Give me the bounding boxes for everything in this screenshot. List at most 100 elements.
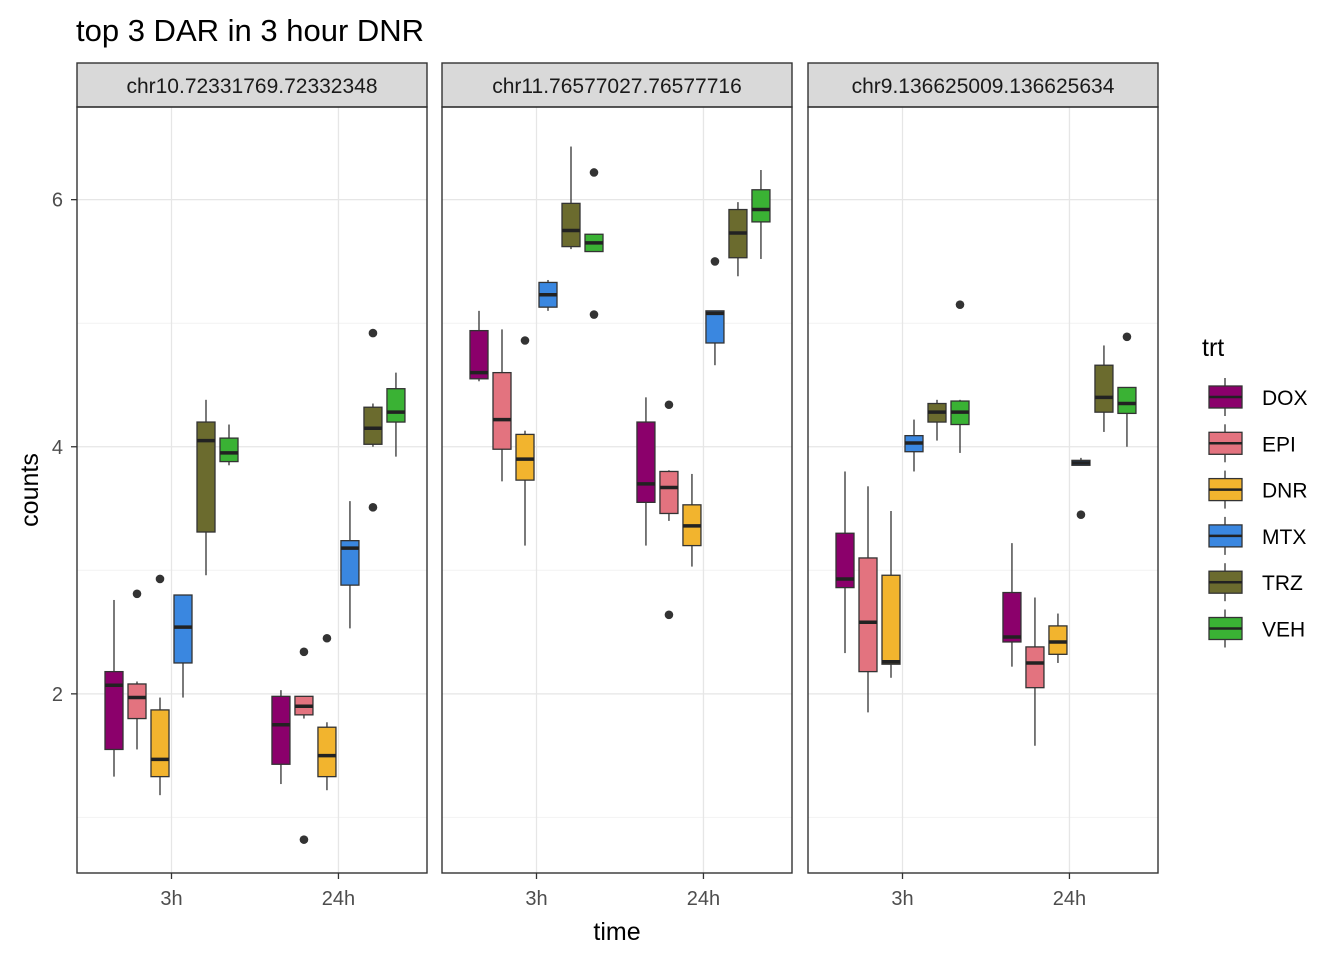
boxplot-dnr: [682, 473, 702, 567]
legend-item-dox: DOX: [1208, 378, 1308, 416]
x-tick-label: 3h: [160, 888, 182, 910]
boxplot-dox: [104, 599, 124, 777]
boxplot-mtx: [1071, 457, 1091, 520]
outlier-point: [155, 574, 165, 584]
outlier-point: [664, 610, 674, 620]
box: [317, 726, 337, 778]
box: [881, 574, 901, 665]
boxplot-dnr: [881, 511, 901, 678]
x-axis-title: time: [593, 918, 640, 946]
chart-title: top 3 DAR in 3 hour DNR: [76, 13, 424, 48]
outlier-point: [1076, 510, 1086, 520]
legend-label: TRZ: [1262, 572, 1303, 595]
x-tick-label: 24h: [322, 888, 355, 910]
legend-item-epi: EPI: [1208, 424, 1296, 463]
boxplot-trz: [728, 202, 748, 277]
outlier-point: [710, 257, 720, 266]
panel-background: [77, 107, 427, 873]
boxplot-dnr: [515, 336, 535, 546]
boxplot-dox: [469, 310, 489, 382]
boxplot-epi: [492, 329, 512, 482]
x-tick-label: 24h: [687, 888, 720, 910]
box: [561, 202, 581, 248]
boxplot-trz: [561, 146, 581, 250]
facet-strip: [76, 62, 428, 108]
boxplot-epi: [659, 400, 679, 620]
legend-title: trt: [1202, 334, 1224, 362]
x-tick-label: 3h: [891, 888, 913, 910]
y-tick-label: 2: [52, 684, 63, 706]
outlier-point: [664, 400, 674, 410]
box: [1002, 591, 1022, 643]
boxplot-trz: [196, 399, 216, 576]
facet-strip-label: chr10.72331769.72332348: [126, 75, 377, 98]
box: [1094, 364, 1114, 413]
outlier-point: [1122, 332, 1132, 342]
facet-panel: chr9.136625009.136625634 3h 24h: [807, 62, 1159, 910]
outlier-point: [368, 502, 378, 512]
box: [173, 594, 193, 664]
y-axis: 2 4 6: [52, 190, 77, 706]
legend-label: DNR: [1262, 480, 1308, 503]
box: [340, 540, 360, 586]
box: [705, 310, 725, 344]
legend-label: VEH: [1262, 619, 1305, 642]
box: [104, 670, 124, 751]
boxplot-mtx: [340, 501, 360, 629]
legend-label: DOX: [1262, 387, 1308, 410]
box: [271, 695, 291, 765]
outlier-point: [520, 336, 530, 345]
boxplot-epi: [294, 647, 314, 844]
box: [219, 437, 239, 463]
facet-panels: chr10.72331769.72332348 3h 24h chr11.765770…: [76, 62, 1159, 910]
outlier-point: [299, 647, 309, 657]
box: [127, 683, 147, 720]
panel-border: [441, 106, 793, 874]
boxplot-dox: [636, 397, 656, 546]
legend: trt DOX EPI DNR MTX TRZ VEH: [1202, 334, 1308, 648]
legend-item-veh: VEH: [1208, 609, 1305, 648]
facet-panel: chr10.72331769.72332348 3h 24h: [76, 62, 428, 910]
boxplot-veh: [950, 300, 970, 453]
outlier-point: [955, 300, 965, 309]
boxplot-mtx: [904, 419, 924, 472]
boxplot-dox: [835, 471, 855, 654]
box: [1048, 625, 1068, 655]
outlier-point: [322, 633, 332, 643]
box: [363, 406, 383, 445]
y-axis-title: counts: [16, 453, 44, 527]
box: [1117, 386, 1137, 415]
box: [150, 709, 170, 778]
facet-strip-label: chr9.136625009.136625634: [852, 75, 1115, 98]
box: [386, 388, 406, 423]
box: [636, 421, 656, 504]
boxplot-dnr: [317, 633, 337, 791]
boxplot-epi: [127, 589, 147, 750]
boxplot-veh: [751, 170, 771, 259]
box: [751, 189, 771, 223]
panel-border: [76, 106, 428, 874]
panel-background: [808, 107, 1158, 873]
boxplot-mtx: [538, 279, 558, 311]
box: [858, 557, 878, 673]
boxplot-veh: [584, 168, 604, 319]
boxplot-dox: [271, 690, 291, 785]
legend-label: MTX: [1262, 526, 1306, 549]
box: [492, 371, 512, 450]
outlier-point: [589, 168, 599, 177]
legend-label: EPI: [1262, 433, 1296, 456]
boxplot-trz: [363, 328, 383, 512]
box: [469, 329, 489, 380]
outlier-point: [132, 589, 142, 599]
y-tick-label: 4: [52, 437, 63, 459]
facet-strip: [441, 62, 793, 108]
box: [196, 421, 216, 533]
outlier-point: [368, 328, 378, 338]
facet-strip: [807, 62, 1159, 108]
panel-border: [807, 106, 1159, 874]
y-tick-label: 6: [52, 190, 63, 212]
boxplot-trz: [927, 399, 947, 441]
facet-strip-label: chr11.76577027.76577716: [492, 75, 742, 98]
boxplot-dnr: [1048, 613, 1068, 663]
